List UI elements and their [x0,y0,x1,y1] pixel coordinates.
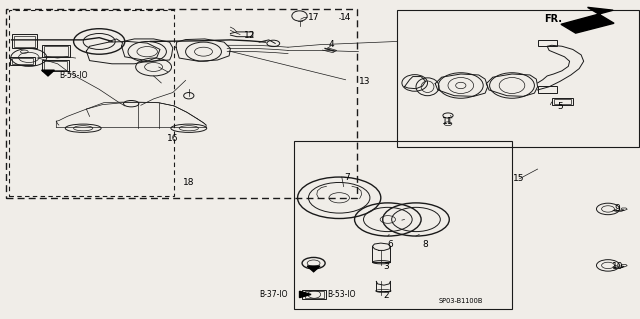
Bar [538,40,557,46]
Bar [9,10,174,196]
Bar [554,99,571,104]
Text: 8: 8 [423,240,428,249]
Text: B-55-IO: B-55-IO [60,71,88,80]
Text: 13: 13 [359,77,371,86]
Polygon shape [300,291,311,298]
Text: 5: 5 [557,102,563,111]
Bar [42,60,69,71]
Text: 4: 4 [329,40,334,49]
Bar [44,46,68,56]
Polygon shape [42,70,54,76]
Text: 3: 3 [383,262,388,271]
Text: 17: 17 [308,13,319,22]
Text: 18: 18 [183,178,195,187]
Text: 12: 12 [244,31,255,40]
Bar [302,290,326,299]
Text: FR.: FR. [545,13,563,24]
Text: 15: 15 [513,174,524,183]
Text: B-37-IO: B-37-IO [260,290,288,299]
Bar [12,58,33,64]
Bar [42,45,70,57]
Polygon shape [561,7,614,33]
Text: 6: 6 [388,240,393,249]
Bar [10,57,35,65]
Text: 10: 10 [612,262,623,271]
Text: 9: 9 [615,204,620,213]
Text: 11: 11 [442,117,454,126]
Text: SP03-B1100B: SP03-B1100B [438,299,483,304]
Bar [397,10,639,147]
Text: 14: 14 [340,13,351,22]
Bar [294,141,512,309]
Text: 2: 2 [383,291,388,300]
Polygon shape [307,266,320,272]
Bar [305,291,324,298]
Bar [6,9,357,198]
Bar [44,61,67,70]
Text: 7: 7 [345,173,350,182]
Bar [552,98,573,105]
Bar [538,86,557,93]
Bar [12,34,37,48]
Text: 16: 16 [167,134,179,143]
Text: B-53-IO: B-53-IO [328,290,356,299]
Bar [14,36,35,47]
